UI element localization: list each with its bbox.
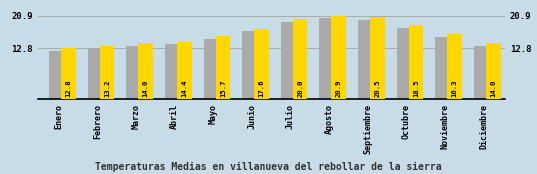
Text: 15.7: 15.7 xyxy=(220,80,226,97)
Bar xyxy=(242,31,257,99)
Bar xyxy=(88,49,103,99)
Bar xyxy=(177,42,192,99)
Bar xyxy=(293,19,308,99)
Text: 20.5: 20.5 xyxy=(374,80,380,97)
Bar xyxy=(370,17,384,99)
Bar xyxy=(447,34,462,99)
Text: 14.0: 14.0 xyxy=(143,80,149,97)
Text: 18.5: 18.5 xyxy=(413,80,419,97)
Bar xyxy=(49,51,64,99)
Text: 20.0: 20.0 xyxy=(297,80,303,97)
Bar xyxy=(397,28,411,99)
Bar xyxy=(139,43,153,99)
Text: 14.0: 14.0 xyxy=(490,80,496,97)
Bar xyxy=(486,43,500,99)
Bar xyxy=(331,16,346,99)
Bar xyxy=(254,29,269,99)
Text: 13.2: 13.2 xyxy=(104,80,110,97)
Bar xyxy=(215,36,230,99)
Text: 14.4: 14.4 xyxy=(182,80,187,97)
Bar xyxy=(474,46,489,99)
Bar xyxy=(126,46,141,99)
Bar xyxy=(281,22,295,99)
Bar xyxy=(320,18,334,99)
Text: 16.3: 16.3 xyxy=(452,80,458,97)
Bar xyxy=(436,37,450,99)
Text: 12.8: 12.8 xyxy=(66,80,71,97)
Bar xyxy=(358,20,373,99)
Bar xyxy=(100,46,114,99)
Bar xyxy=(409,25,423,99)
Bar xyxy=(204,39,218,99)
Bar xyxy=(61,48,76,99)
Text: 20.9: 20.9 xyxy=(336,80,342,97)
Text: 17.6: 17.6 xyxy=(258,80,265,97)
Bar xyxy=(165,44,180,99)
Text: Temperaturas Medias en villanueva del rebollar de la sierra: Temperaturas Medias en villanueva del re… xyxy=(95,162,442,172)
